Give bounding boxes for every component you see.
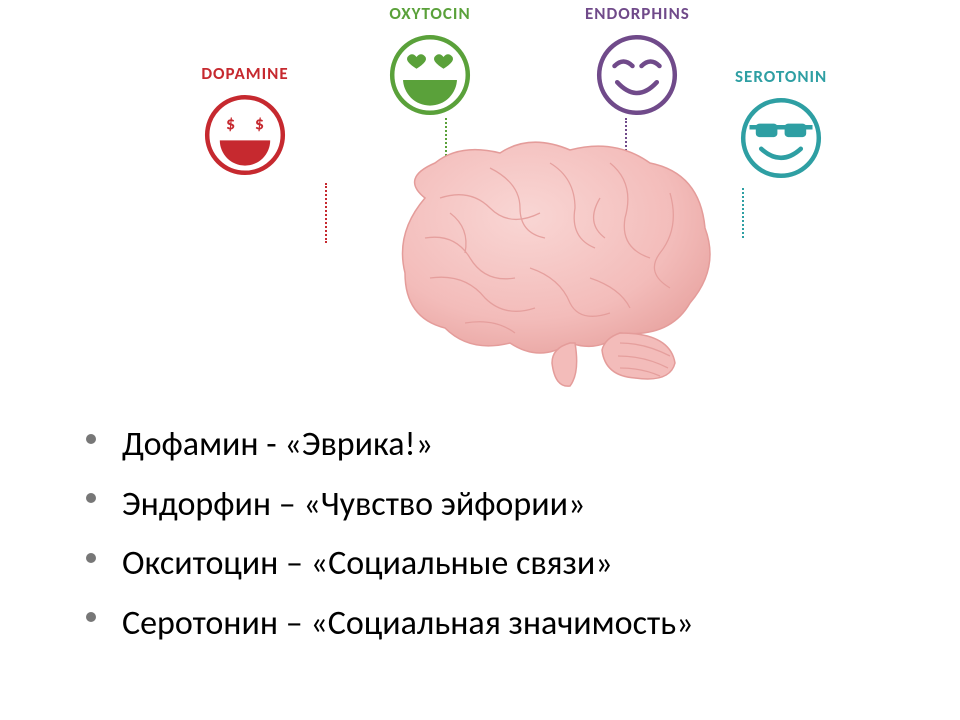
- bullet-text: «Чувство эйфории»: [303, 484, 585, 525]
- bullet-item: Серотонин – «Социальная значимость»: [80, 594, 900, 654]
- bullet-item: Дофамин - «Эврика!»: [80, 415, 900, 475]
- label-endorphins: ENDORPHINS: [585, 3, 690, 24]
- bullet-text: «Социальные связи»: [311, 543, 613, 584]
- face-serotonin-icon: [736, 93, 826, 183]
- bullet-marker-icon: [86, 553, 96, 563]
- bullet-text: «Эврика!»: [284, 424, 433, 465]
- bullet-list: Дофамин - «Эврика!» Эндорфин – «Чувство …: [80, 415, 900, 653]
- bullet-sep: –: [278, 543, 310, 584]
- bullet-marker-icon: [86, 434, 96, 444]
- chem-serotonin: SEROTONIN: [735, 66, 827, 183]
- label-dopamine: DOPAMINE: [200, 63, 290, 84]
- brain-chem-graphic: DOPAMINE $ $ OXYTOCIN: [210, 8, 850, 408]
- chem-endorphins: ENDORPHINS: [585, 3, 690, 120]
- svg-text:$: $: [255, 113, 264, 135]
- bullet-item: Окситоцин – «Социальные связи»: [80, 534, 900, 594]
- chem-dopamine: DOPAMINE $ $: [200, 63, 290, 180]
- bullet-marker-icon: [86, 612, 96, 622]
- brain-illustration: [370, 138, 730, 388]
- bullet-sep: -: [259, 424, 285, 465]
- bullet-text: «Социальная значимость»: [310, 603, 693, 644]
- label-serotonin: SEROTONIN: [735, 66, 827, 87]
- bullet-marker-icon: [86, 493, 96, 503]
- face-oxytocin-icon: [385, 30, 475, 120]
- bullet-name: Эндорфин: [122, 484, 271, 525]
- bullet-name: Дофамин: [122, 424, 259, 465]
- connector-dopamine: [325, 183, 327, 243]
- bullet-sep: –: [278, 603, 310, 644]
- face-dopamine-icon: $ $: [200, 90, 290, 180]
- face-endorphins-icon: [592, 30, 682, 120]
- label-oxytocin: OXYTOCIN: [385, 3, 475, 24]
- bullet-sep: –: [271, 484, 303, 525]
- chem-oxytocin: OXYTOCIN: [385, 3, 475, 120]
- bullet-item: Эндорфин – «Чувство эйфории»: [80, 475, 900, 535]
- bullet-name: Серотонин: [122, 603, 278, 644]
- connector-serotonin: [742, 188, 744, 238]
- bullet-name: Окситоцин: [122, 543, 278, 584]
- svg-text:$: $: [226, 113, 235, 135]
